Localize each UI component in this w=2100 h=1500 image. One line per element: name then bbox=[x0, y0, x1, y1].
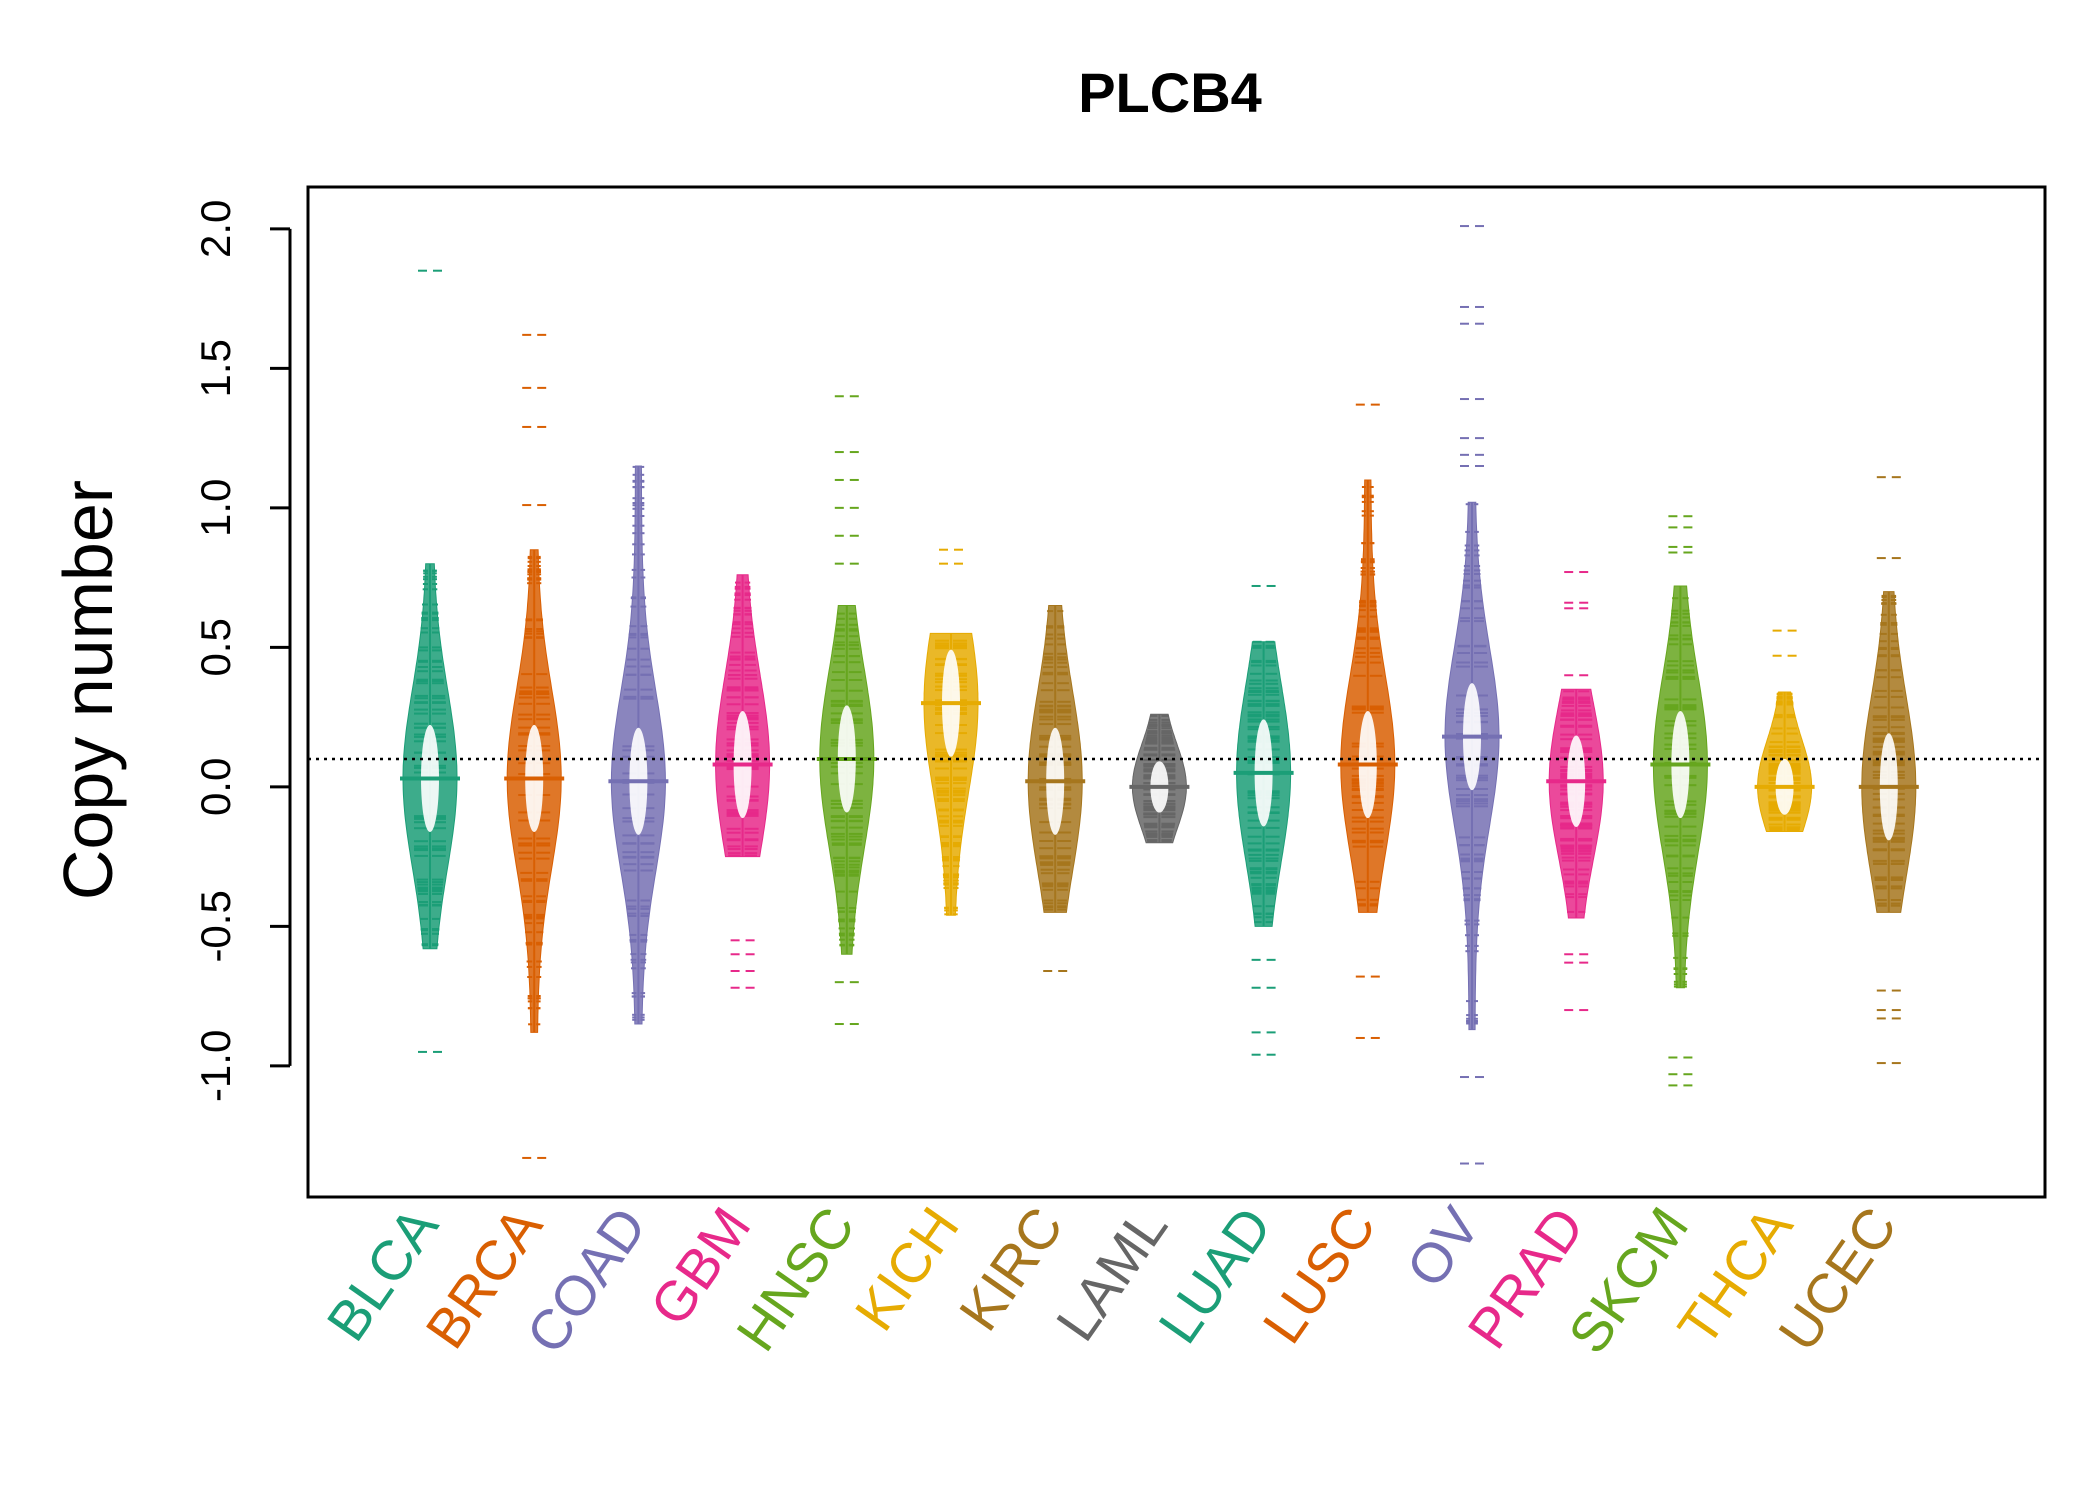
y-tick-label: 2.0 bbox=[192, 200, 239, 258]
bean-thca bbox=[1754, 629, 1815, 832]
plot-frame bbox=[306, 185, 2047, 1199]
y-tick-label: -1.0 bbox=[192, 1030, 239, 1102]
y-tick-label: 0.0 bbox=[192, 758, 239, 816]
chart-title: PLCB4 bbox=[1078, 61, 1262, 124]
category-label-ov: OV bbox=[1394, 1195, 1492, 1298]
y-tick-label: 0.5 bbox=[192, 618, 239, 676]
bean-ov bbox=[1442, 225, 1502, 1165]
category-label-kich: KICH bbox=[842, 1196, 970, 1342]
bean-skcm bbox=[1650, 515, 1711, 1087]
bean-ucec bbox=[1858, 476, 1919, 1065]
bean-brca bbox=[504, 333, 565, 1159]
y-tick-label: 1.5 bbox=[192, 339, 239, 397]
y-axis-label: Copy number bbox=[49, 480, 127, 900]
bean-kich bbox=[921, 548, 981, 916]
bean-prad bbox=[1546, 571, 1607, 1012]
category-label-lusc: LUSC bbox=[1250, 1196, 1387, 1355]
y-tick-label: 1.0 bbox=[192, 479, 239, 537]
y-tick-label: -0.5 bbox=[192, 890, 239, 962]
bean-coad bbox=[608, 465, 669, 1025]
bean-luad bbox=[1233, 584, 1294, 1056]
bean-gbm bbox=[712, 574, 773, 989]
category-label-laml: LAML bbox=[1044, 1196, 1180, 1352]
bean-kirc bbox=[1025, 605, 1086, 973]
bean-lusc bbox=[1337, 403, 1398, 1039]
bean-laml bbox=[1129, 713, 1190, 844]
y-axis: -1.0 -0.5 0.0 0.5 1.0 1.5 2.0 bbox=[192, 200, 292, 1102]
bean-hnsc bbox=[816, 395, 877, 1026]
beans-layer bbox=[400, 225, 1919, 1165]
category-label-luad: LUAD bbox=[1146, 1196, 1283, 1355]
bean-blca bbox=[400, 269, 460, 1053]
